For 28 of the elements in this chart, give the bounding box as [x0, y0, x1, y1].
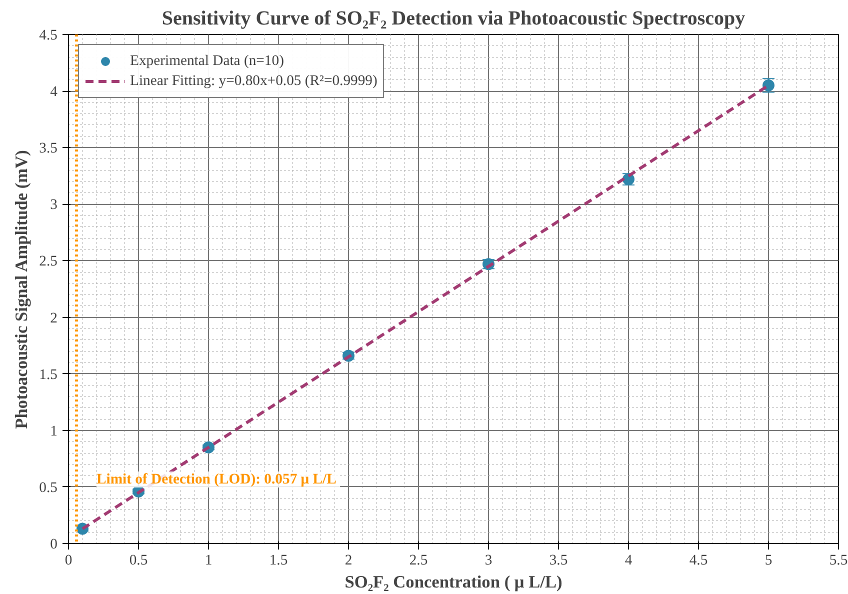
y-tick-label: 0	[50, 536, 58, 552]
x-tick-label: 4.5	[689, 552, 708, 568]
y-tick-label: 3.5	[39, 140, 58, 157]
y-axis-title: Photoacoustic Signal Amplitude (mV)	[12, 150, 32, 429]
y-tick-label: 3	[50, 197, 58, 214]
chart-title: Sensitivity Curve of SO₂F₂ Detection via Photoacoustic Spectroscopy	[162, 8, 746, 30]
x-tick-label: 0	[64, 552, 72, 568]
x-tick-label: 1	[204, 552, 212, 568]
x-tick-label: 1.5	[269, 552, 288, 568]
x-tick-label: 5.5	[829, 552, 848, 568]
x-tick-label: 3.5	[549, 552, 568, 568]
y-tick-label: 0.5	[39, 480, 58, 496]
x-axis-title: SO₂F₂ Concentration ( μ L/L)	[344, 572, 563, 592]
x-tick-label: 2	[344, 552, 352, 568]
x-tick-label: 2.5	[409, 552, 428, 568]
y-tick-label: 4.5	[39, 28, 58, 44]
x-tick-label: 3	[484, 552, 492, 568]
y-tick-label: 2	[50, 310, 58, 326]
y-tick-label: 1	[50, 423, 58, 440]
x-tick-label: 5	[764, 552, 772, 568]
y-tick-label: 2.5	[39, 254, 58, 270]
y-tick-label: 1.5	[39, 366, 58, 383]
x-tick-label: 0.5	[129, 552, 148, 568]
legend-label: Linear Fitting: y=0.80x+0.05 (R²=0.9999)	[130, 72, 378, 90]
legend-label: Experimental Data (n=10)	[130, 52, 284, 70]
y-tick-label: 4	[50, 84, 58, 100]
ref-line-label: Limit of Detection (LOD): 0.057 μ L/L	[96, 472, 337, 488]
x-tick-label: 4	[624, 552, 633, 568]
